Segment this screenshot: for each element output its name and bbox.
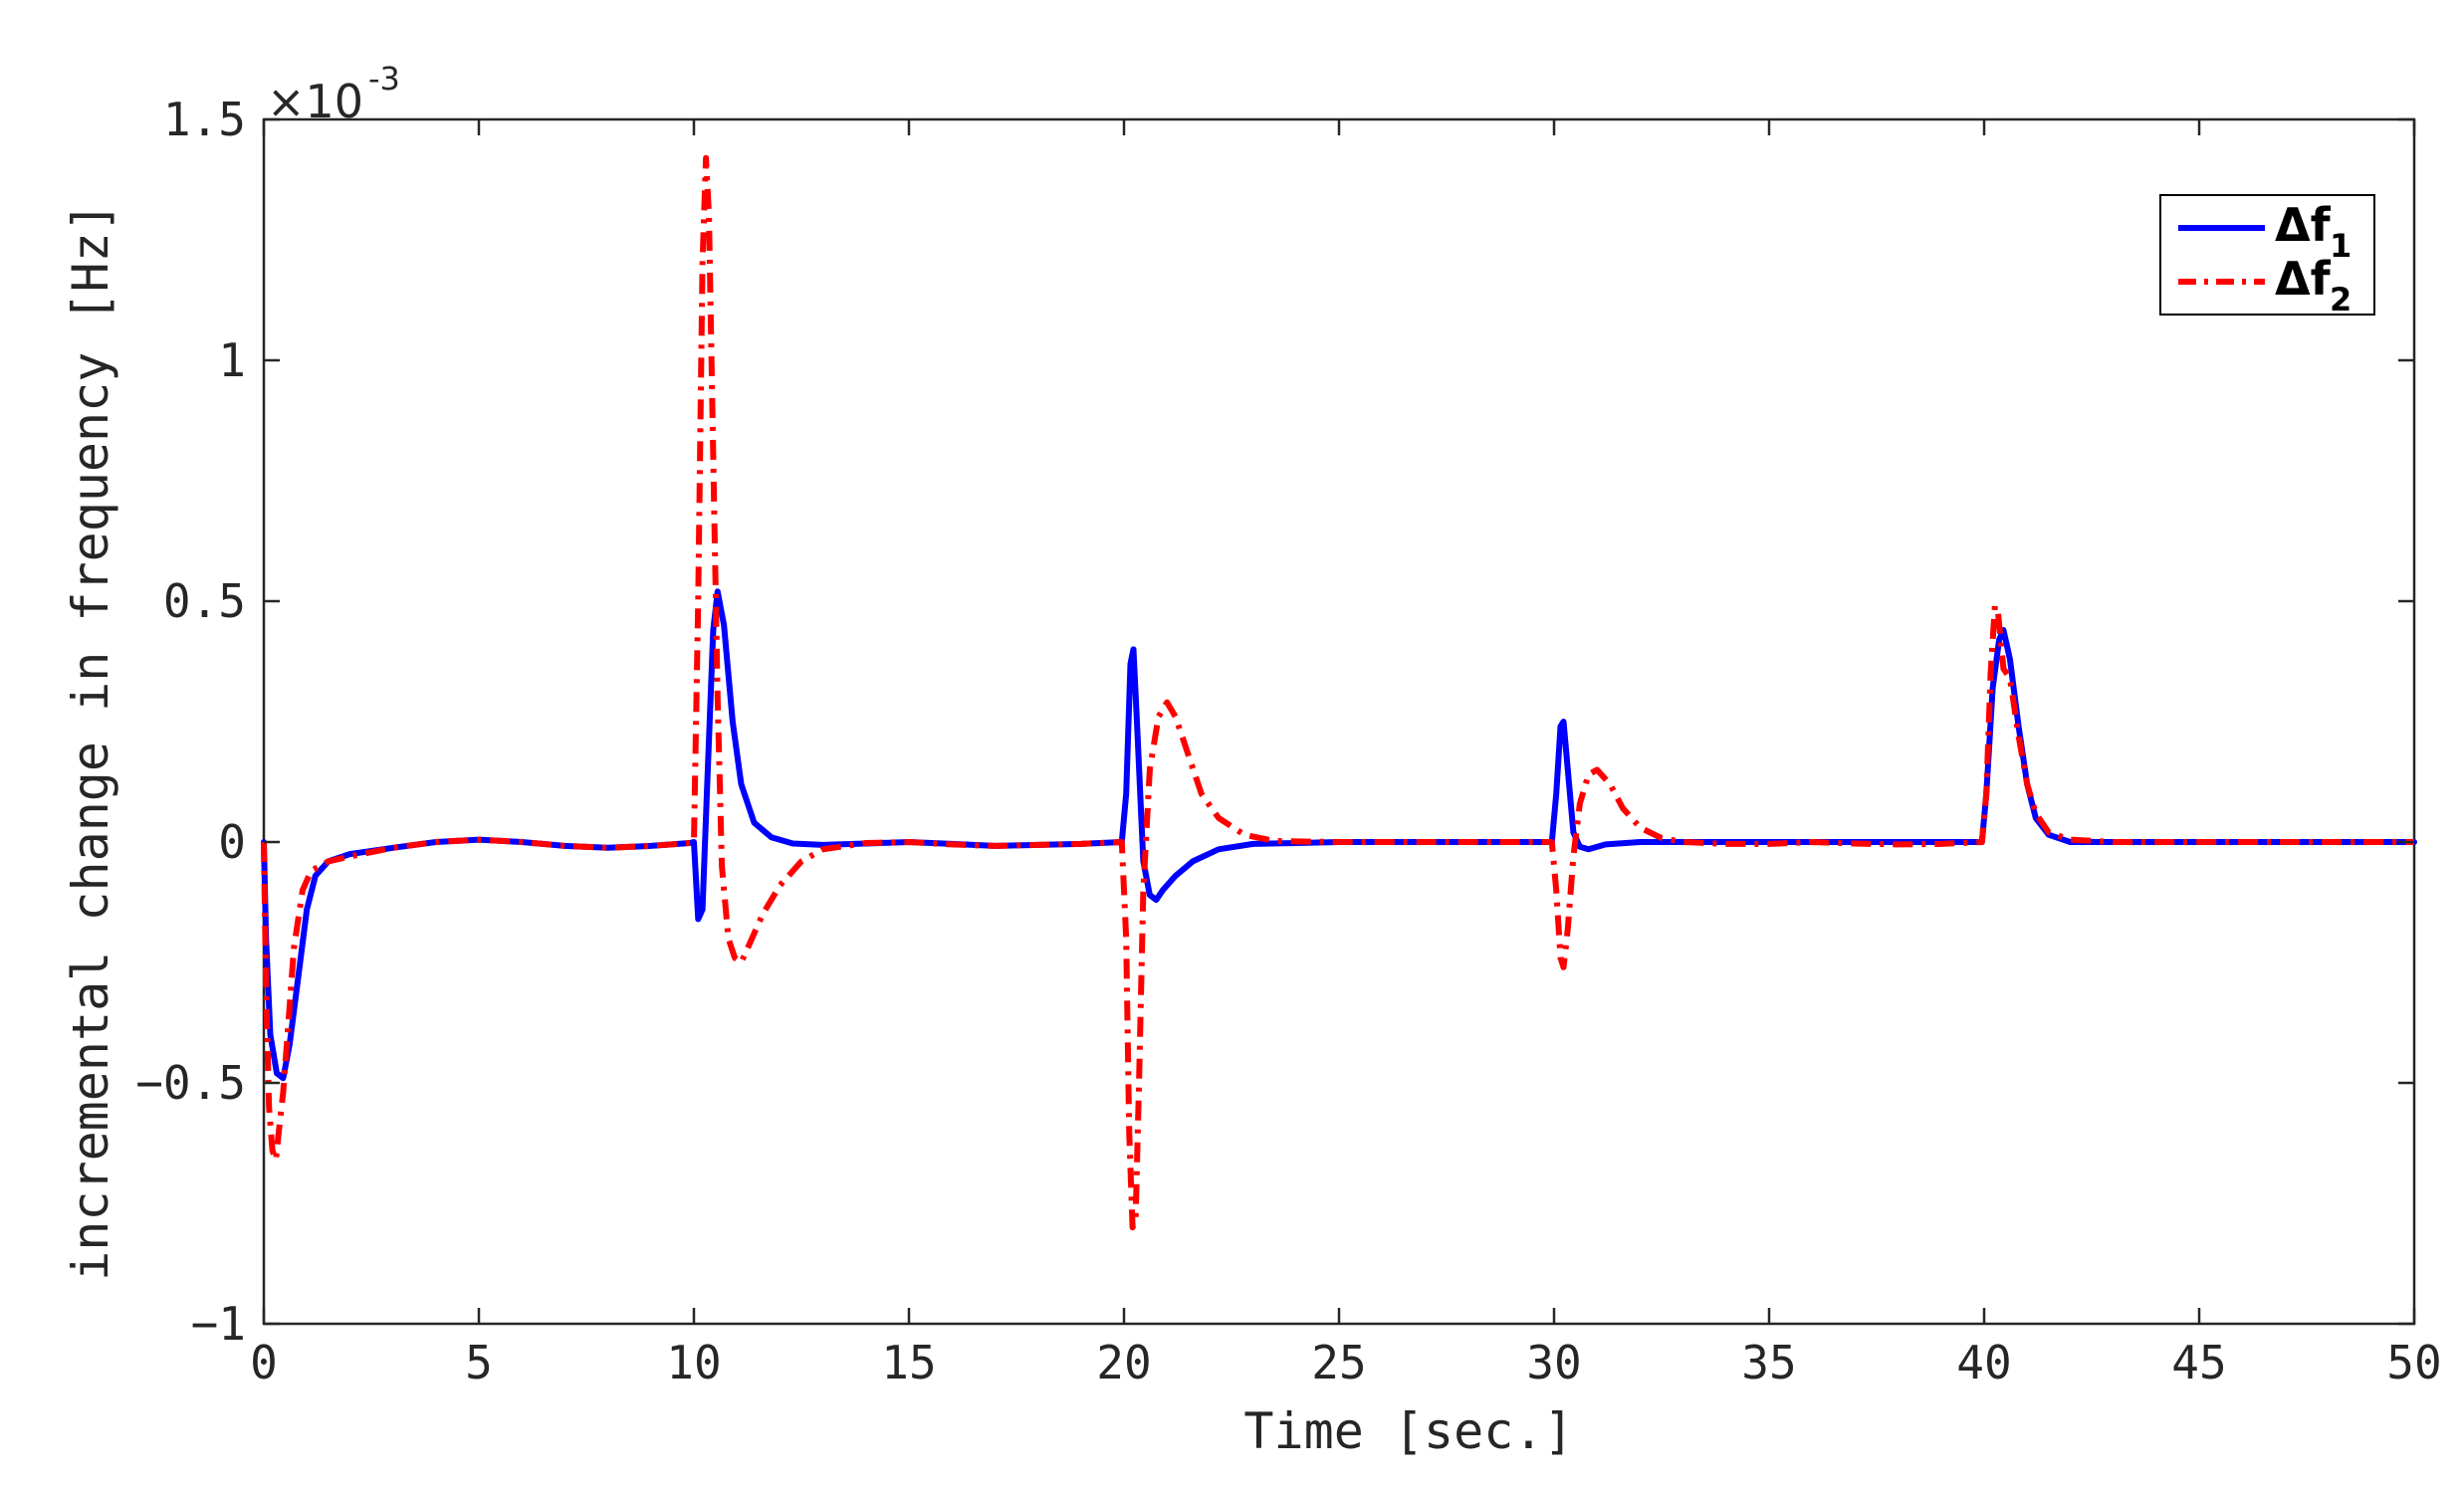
x-tick-label: 10 xyxy=(666,1336,721,1389)
x-tick-label: 5 xyxy=(465,1336,493,1389)
x-tick-label: 25 xyxy=(1311,1336,1366,1389)
x-tick-label: 30 xyxy=(1526,1336,1581,1389)
legend-label-series-1: Δf xyxy=(2275,198,2332,252)
y-tick-label: −0.5 xyxy=(135,1056,246,1110)
y-tick-label: 1 xyxy=(218,333,246,387)
y-multiplier-exponent: -3 xyxy=(368,60,400,98)
x-tick-label: 35 xyxy=(1741,1336,1796,1389)
series-line-2 xyxy=(261,154,2414,1231)
x-tick-label: 50 xyxy=(2386,1336,2441,1389)
ticks-layer: 0 5 10 15 20 25 30 35 40 45 50 −1 −0.5 0 0.5 1 1.5 xyxy=(135,93,2441,1389)
x-tick-label: 0 xyxy=(250,1336,278,1389)
y-tick-label: 1.5 xyxy=(163,93,246,146)
y-tick-label: 0 xyxy=(218,815,246,869)
legend-label-series-2: Δf xyxy=(2275,252,2332,306)
y-multiplier-base: ×10 xyxy=(267,75,363,128)
axes-frame xyxy=(262,117,2416,1326)
x-tick-label: 45 xyxy=(2171,1336,2226,1389)
plot-area xyxy=(262,117,2416,1326)
y-multiplier: ×10 -3 xyxy=(267,60,400,128)
x-tick-label: 20 xyxy=(1096,1336,1151,1389)
x-tick-label: 15 xyxy=(881,1336,936,1389)
y-axis-title: incremental change in frequency [Hz] xyxy=(62,202,119,1281)
y-tick-label: −1 xyxy=(191,1297,246,1351)
x-tick-label: 40 xyxy=(1956,1336,2011,1389)
legend-subscript-series-2: 2 xyxy=(2330,281,2352,319)
legend: Δf 1 Δf 2 xyxy=(2159,194,2375,319)
legend-subscript-series-1: 1 xyxy=(2330,227,2352,265)
y-tick-label: 0.5 xyxy=(163,574,246,628)
legend-box xyxy=(2159,194,2375,316)
series-layer xyxy=(261,154,2417,1231)
x-axis-title: Time [sec.] xyxy=(1243,1402,1573,1460)
